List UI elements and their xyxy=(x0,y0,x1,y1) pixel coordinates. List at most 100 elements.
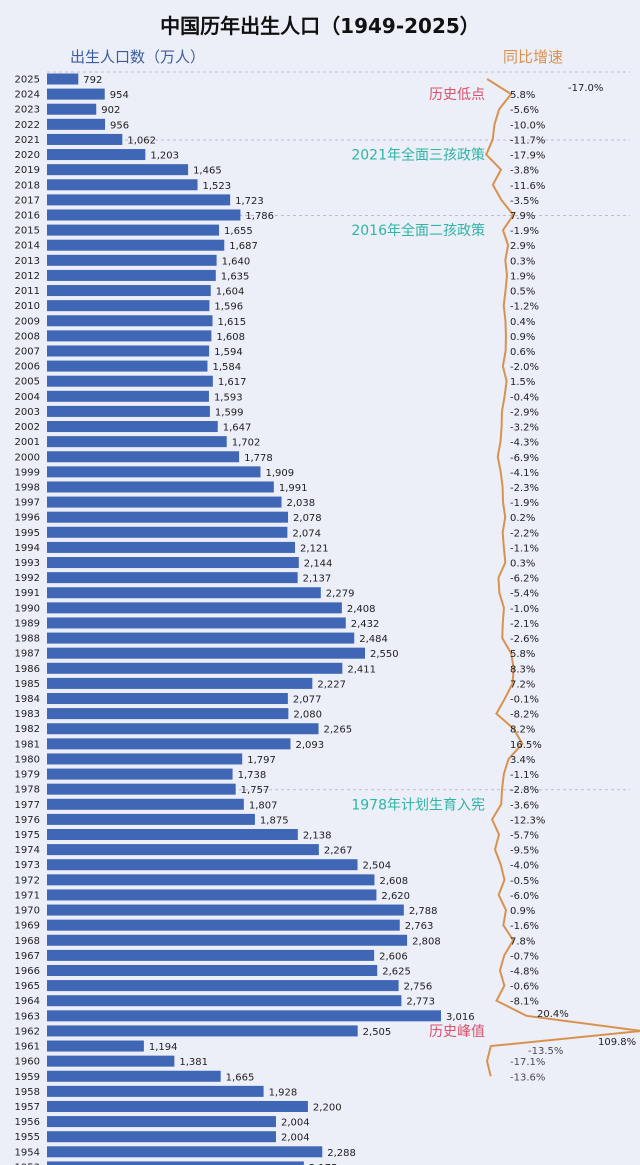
bar-value-label: 2,004 xyxy=(281,1133,310,1144)
year-tick-label: 1975 xyxy=(15,830,40,841)
year-tick-label: 2014 xyxy=(15,241,40,252)
year-tick-label: 1982 xyxy=(15,724,40,735)
bar-value-label: 2,788 xyxy=(409,906,438,917)
year-tick-label: 1973 xyxy=(15,860,40,871)
growth-label: 0.3% xyxy=(510,256,535,267)
bar-value-label: 2,227 xyxy=(317,679,346,690)
bar-2012 xyxy=(47,269,216,281)
growth-label: -3.5% xyxy=(510,196,539,207)
year-tick-label: 2003 xyxy=(15,407,40,418)
growth-label: -11.6% xyxy=(510,181,545,192)
growth-label: -8.1% xyxy=(510,997,539,1008)
year-tick-label: 2010 xyxy=(15,301,40,312)
year-tick-label: 2007 xyxy=(15,346,40,357)
year-tick-label: 2020 xyxy=(15,150,40,161)
year-tick-label: 1993 xyxy=(15,558,40,569)
growth-axis-label: 同比增速 xyxy=(503,48,564,66)
growth-label: -3.8% xyxy=(510,166,539,177)
bar-1976 xyxy=(47,813,255,825)
bar-value-label: 2,411 xyxy=(347,664,376,675)
bar-1987 xyxy=(47,647,366,659)
year-tick-label: 2004 xyxy=(15,392,40,403)
year-tick-label: 1992 xyxy=(15,573,40,584)
year-tick-label: 1961 xyxy=(15,1042,40,1053)
year-tick-label: 2017 xyxy=(15,195,40,206)
year-tick-label: 1958 xyxy=(15,1087,40,1098)
bar-value-label: 1,203 xyxy=(150,151,179,162)
year-tick-label: 1981 xyxy=(15,739,40,750)
bar-1983 xyxy=(47,708,289,720)
bar-value-label: 1,757 xyxy=(241,785,270,796)
growth-label: -5.6% xyxy=(510,105,539,116)
year-tick-label: 1987 xyxy=(15,649,40,660)
bar-2002 xyxy=(47,421,218,433)
bar-1975 xyxy=(47,829,298,840)
bar-2008 xyxy=(47,330,212,342)
bar-value-label: 2,504 xyxy=(363,861,392,872)
growth-label: 5.8% xyxy=(510,649,535,660)
growth-label: -1.6% xyxy=(510,921,539,932)
bar-value-label: 2,756 xyxy=(404,982,433,993)
growth-label: -2.3% xyxy=(510,483,539,494)
bar-1955 xyxy=(47,1131,276,1143)
year-tick-label: 1965 xyxy=(15,981,40,992)
bar-1956 xyxy=(47,1116,276,1128)
bar-value-label: 2,608 xyxy=(379,876,408,887)
bar-value-label: 1,594 xyxy=(214,347,243,358)
growth-label: -4.1% xyxy=(510,468,539,479)
year-tick-label: 1956 xyxy=(15,1117,40,1128)
bar-1986 xyxy=(47,662,343,674)
year-tick-label: 1989 xyxy=(15,618,40,629)
bar-value-label: 1,687 xyxy=(229,241,258,252)
year-tick-label: 2013 xyxy=(15,256,40,267)
year-tick-label: 1996 xyxy=(15,513,40,524)
year-tick-label: 1991 xyxy=(15,588,40,599)
year-tick-label: 1974 xyxy=(15,845,40,856)
year-tick-label: 1954 xyxy=(15,1147,40,1158)
bar-1969 xyxy=(47,919,400,931)
bar-1953 xyxy=(47,1161,304,1165)
growth-label: 0.6% xyxy=(510,347,535,358)
bar-1954 xyxy=(47,1146,323,1158)
growth-line xyxy=(485,78,640,1077)
bar-1992 xyxy=(47,572,298,584)
growth-label: -3.2% xyxy=(510,423,539,434)
bar-1958 xyxy=(47,1085,264,1097)
bar-value-label: 1,702 xyxy=(232,438,261,449)
bar-2001 xyxy=(47,436,227,448)
bar-1965 xyxy=(47,980,399,992)
year-tick-label: 1959 xyxy=(15,1072,40,1083)
bar-2004 xyxy=(47,390,209,402)
bar-1990 xyxy=(47,602,342,614)
bar-value-label: 1,599 xyxy=(215,407,244,418)
bar-value-label: 2,080 xyxy=(293,710,322,721)
year-tick-label: 2021 xyxy=(15,135,40,146)
bar-1966 xyxy=(47,964,378,976)
year-tick-label: 1977 xyxy=(15,800,40,811)
bar-2019 xyxy=(47,164,189,176)
annotation: 2021年全面三孩政策 xyxy=(351,147,485,164)
bar-value-label: 1,381 xyxy=(179,1057,208,1068)
bar-value-label: 3,016 xyxy=(446,1012,475,1023)
growth-label: 16.5% xyxy=(510,740,542,751)
bar-1964 xyxy=(47,995,402,1007)
bar-value-label: 1,604 xyxy=(216,287,245,298)
growth-label: -1.9% xyxy=(510,498,539,509)
bar-value-label: 1,786 xyxy=(245,211,274,222)
bar-value-label: 1,655 xyxy=(224,226,253,237)
bar-value-label: 1,797 xyxy=(247,755,276,766)
bar-value-label: 1,608 xyxy=(216,332,245,343)
year-tick-label: 2022 xyxy=(15,120,40,131)
growth-label: 20.4% xyxy=(537,1009,569,1020)
bar-1974 xyxy=(47,844,319,856)
bar-value-label: 2,144 xyxy=(304,559,333,570)
growth-label: -3.6% xyxy=(510,800,539,811)
bar-value-label: 1,991 xyxy=(279,483,308,494)
bar-value-label: 2,808 xyxy=(412,936,441,947)
growth-label: -0.7% xyxy=(510,951,539,962)
bar-1998 xyxy=(47,481,274,493)
growth-label: 0.3% xyxy=(510,559,535,570)
growth-label: -11.7% xyxy=(510,135,545,146)
growth-label: -6.9% xyxy=(510,453,539,464)
bar-value-label: 2,004 xyxy=(281,1118,310,1129)
